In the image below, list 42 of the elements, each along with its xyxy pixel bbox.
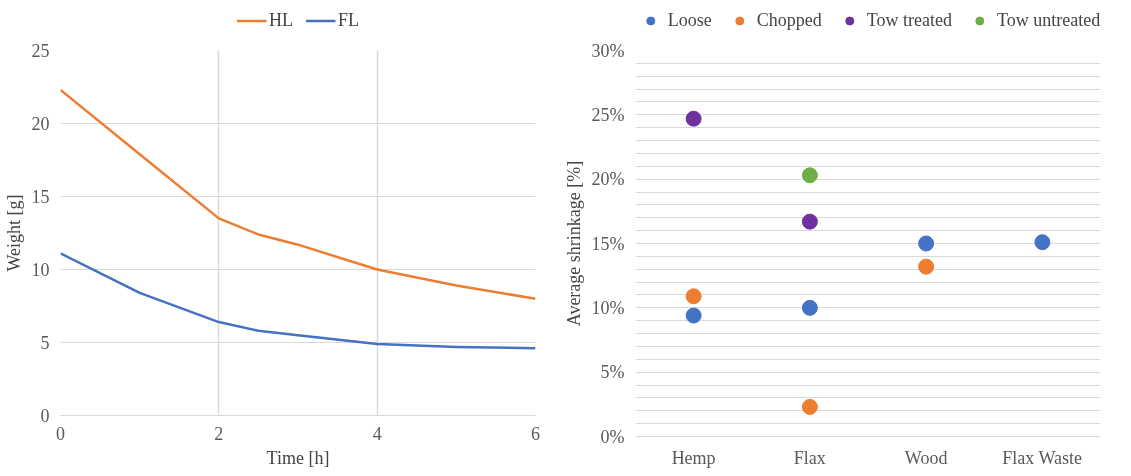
y-tick-label: 15 [31, 187, 50, 207]
legend-label: Chopped [756, 9, 822, 31]
y-axis-title: Weight [g] [3, 194, 24, 272]
x-tick-label: Flax Waste [1002, 447, 1083, 468]
y-axis-title: Average shrinkage [%] [563, 160, 584, 327]
y-tick-label: 20 [31, 114, 50, 134]
point [918, 258, 935, 275]
y-tick-label: 25 [31, 41, 50, 61]
x-tick-label: Flax [793, 447, 826, 468]
x-tick-label: Wood [904, 447, 948, 468]
y-tick-label: 5% [600, 362, 625, 383]
legend-label: Tow untreated [997, 9, 1101, 31]
legend-label: FL [337, 9, 360, 31]
point [1034, 234, 1051, 251]
point [918, 235, 935, 252]
legend-label: Tow treated [866, 9, 952, 31]
legend-label: Loose [667, 9, 712, 31]
point [801, 213, 818, 230]
x-tick-label: 2 [214, 423, 224, 444]
x-tick-label: 4 [372, 423, 382, 444]
x-axis-title: Time [h] [266, 447, 330, 468]
point [801, 398, 818, 415]
x-tick-label: 6 [531, 423, 540, 444]
x-tick-label: Hemp [671, 447, 716, 468]
legend-label: HL [268, 9, 293, 31]
y-tick-label: 30% [591, 40, 625, 61]
point [801, 167, 818, 184]
point [801, 299, 818, 316]
x-tick-label: 0 [56, 423, 65, 444]
line-series [60, 252, 536, 350]
y-tick-label: 20% [591, 169, 625, 190]
y-tick-label: 25% [591, 104, 625, 125]
y-tick-label: 10 [31, 260, 50, 280]
point [685, 110, 702, 127]
y-tick-label: 0 [40, 406, 50, 426]
y-tick-label: 15% [591, 233, 625, 254]
y-tick-label: 5 [40, 333, 50, 353]
point [685, 288, 702, 305]
y-tick-label: 10% [591, 297, 625, 318]
y-tick-label: 0% [600, 426, 625, 447]
point [685, 307, 702, 324]
line-series [60, 88, 536, 300]
